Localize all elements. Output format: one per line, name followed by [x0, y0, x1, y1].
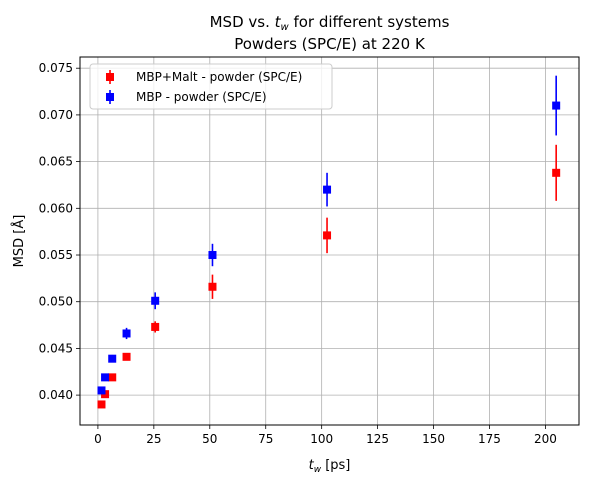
legend-label: MBP+Malt - powder (SPC/E)	[136, 70, 302, 84]
data-point	[323, 231, 332, 240]
data-point	[151, 296, 160, 305]
legend-marker	[106, 93, 114, 101]
y-tick-label: 0.050	[39, 295, 73, 309]
data-point	[323, 185, 332, 194]
data-point	[97, 400, 106, 409]
legend: MBP+Malt - powder (SPC/E) MBP - powder (S…	[89, 63, 333, 110]
y-tick-label: 0.060	[39, 201, 73, 215]
data-point	[108, 373, 117, 382]
legend-entry: MBP+Malt - powder (SPC/E)	[106, 70, 302, 84]
data-point	[122, 352, 131, 361]
data-series	[97, 75, 561, 409]
x-axis-title: tw [ps]	[309, 458, 351, 475]
data-point	[552, 168, 561, 177]
x-tick-label: 25	[146, 432, 161, 446]
grid	[80, 57, 579, 425]
x-tick-label: 150	[422, 432, 445, 446]
y-axis-title: MSD [Å]	[11, 215, 27, 268]
legend-box	[89, 63, 333, 110]
legend-entry: MBP - powder (SPC/E)	[106, 90, 267, 104]
data-point	[97, 386, 106, 395]
y-tick-label: 0.040	[39, 388, 73, 402]
data-point	[151, 322, 160, 331]
legend-marker	[106, 73, 114, 81]
series-1	[97, 144, 561, 409]
chart-title-line2: Powders (SPC/E) at 220 K	[234, 35, 426, 53]
y-tick-label: 0.045	[39, 341, 73, 355]
chart-title-line1: MSD vs. tw for different systems	[210, 13, 450, 33]
legend-label: MBP - powder (SPC/E)	[136, 90, 267, 104]
x-tick-label: 100	[310, 432, 333, 446]
x-tick-label: 0	[94, 432, 102, 446]
data-point	[552, 101, 561, 110]
data-point	[122, 329, 131, 338]
y-tick-label: 0.065	[39, 155, 73, 169]
x-tick-label: 200	[534, 432, 557, 446]
data-point	[208, 282, 217, 291]
axis-ticks: 0 25 50 75 100 125 150 175 200 0.040 0.045 0.050 0.0…	[39, 61, 557, 446]
x-tick-label: 175	[478, 432, 501, 446]
data-point	[208, 251, 217, 260]
y-tick-label: 0.075	[39, 61, 73, 75]
data-point	[108, 354, 117, 363]
data-point	[101, 373, 110, 382]
axes-frame	[79, 56, 580, 426]
x-tick-label: 125	[366, 432, 389, 446]
series-2	[97, 75, 561, 395]
x-tick-label: 75	[258, 432, 273, 446]
x-tick-label: 50	[202, 432, 217, 446]
y-tick-label: 0.055	[39, 248, 73, 262]
y-tick-label: 0.070	[39, 108, 73, 122]
